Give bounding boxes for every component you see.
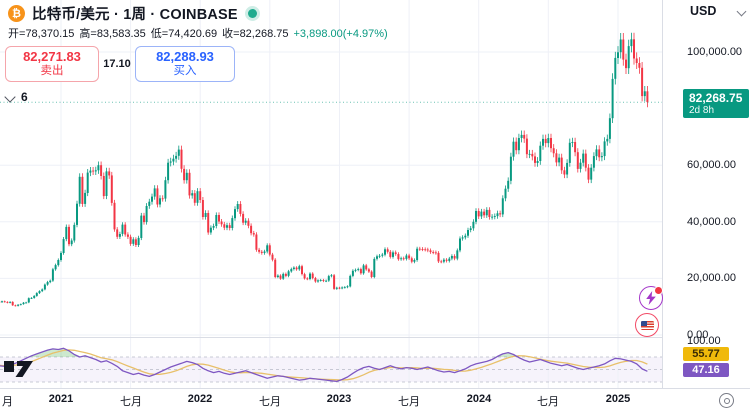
spark-lightning-button[interactable] — [639, 286, 663, 310]
time-axis-label: 2023 — [326, 393, 352, 405]
time-axis-label: 七月 — [537, 396, 559, 408]
price-axis-label: 100,000.00 — [687, 46, 743, 58]
open-label: 开= — [8, 28, 26, 40]
symbol-title[interactable]: 比特币/美元 · 1周 · COINBASE — [32, 7, 238, 23]
bitcoin-icon: ₿ — [8, 5, 25, 22]
high-label: 高= — [79, 28, 97, 40]
time-axis[interactable]: 月 2021 七月 2022 七月 2023 七月 2024 七月 2025 — [0, 388, 750, 410]
collapse-count: 6 — [21, 90, 28, 104]
change-value: +3,898.00(+4.97%) — [293, 28, 388, 40]
low-value: 74,420.69 — [168, 28, 218, 40]
price-axis[interactable]: USD 82,268.75 2d 8h 100.00 55.77 47.16 1… — [662, 0, 750, 388]
time-axis-label: 2024 — [466, 393, 492, 405]
settings-gear-icon[interactable] — [719, 393, 734, 408]
time-axis-label: 2025 — [605, 393, 631, 405]
notification-dot — [654, 286, 663, 295]
buy-label: 买入 — [173, 64, 197, 77]
usd-chevron-icon — [736, 6, 747, 16]
open-value: 78,370.15 — [25, 28, 75, 40]
time-axis-label: 2021 — [48, 393, 74, 405]
buy-price: 82,288.93 — [156, 48, 214, 64]
trade-panel: 82,271.83 卖出 17.10 82,288.93 买入 — [5, 46, 235, 82]
close-value: 82,268.75 — [239, 28, 289, 40]
us-market-button[interactable] — [635, 313, 659, 337]
last-price-value: 82,268.75 — [689, 91, 743, 105]
symbol-header: ₿ 比特币/美元 · 1周 · COINBASE — [8, 3, 257, 24]
rsi-scale-top: 100.00 — [687, 335, 721, 347]
ohlc-row: 开=78,370.15 高=83,583.35 低=74,420.69 收=82,26… — [8, 25, 388, 41]
price-axis-label: 60,000.00 — [687, 159, 736, 171]
spread-value: 17.10 — [103, 58, 131, 70]
time-axis-label: 月 — [2, 396, 13, 408]
low-label: 低= — [150, 28, 169, 40]
buy-button[interactable]: 82,288.93 买入 — [135, 46, 235, 82]
bar-countdown: 2d 8h — [689, 105, 715, 116]
price-axis-label: 40,000.00 — [687, 216, 736, 228]
tradingview-logo[interactable] — [3, 356, 35, 380]
chevron-down-icon — [4, 91, 16, 103]
price-axis-label: 20,000.00 — [687, 272, 736, 284]
collapse-toggle[interactable]: 6 — [4, 90, 28, 104]
currency-selector[interactable]: USD — [690, 4, 747, 18]
time-axis-label: 七月 — [120, 396, 142, 408]
time-axis-label: 2022 — [187, 393, 213, 405]
price-axis-label: 0.00 — [687, 329, 709, 341]
rsi-value-badge: 47.16 — [683, 363, 729, 377]
us-flag-icon — [640, 320, 654, 330]
sell-button[interactable]: 82,271.83 卖出 — [5, 46, 99, 82]
sell-price: 82,271.83 — [23, 48, 81, 64]
rsi-ma-badge: 55.77 — [683, 347, 729, 361]
time-axis-label: 七月 — [259, 396, 281, 408]
time-axis-label: 七月 — [398, 396, 420, 408]
currency-label: USD — [690, 4, 717, 18]
last-price-badge: 82,268.75 2d 8h — [683, 89, 749, 118]
market-status-dot — [247, 9, 257, 18]
high-value: 83,583.35 — [96, 28, 146, 40]
spark-lightning-icon — [646, 291, 656, 305]
close-label: 收= — [222, 28, 240, 40]
pane-divider[interactable] — [0, 337, 750, 338]
sell-label: 卖出 — [40, 64, 64, 77]
